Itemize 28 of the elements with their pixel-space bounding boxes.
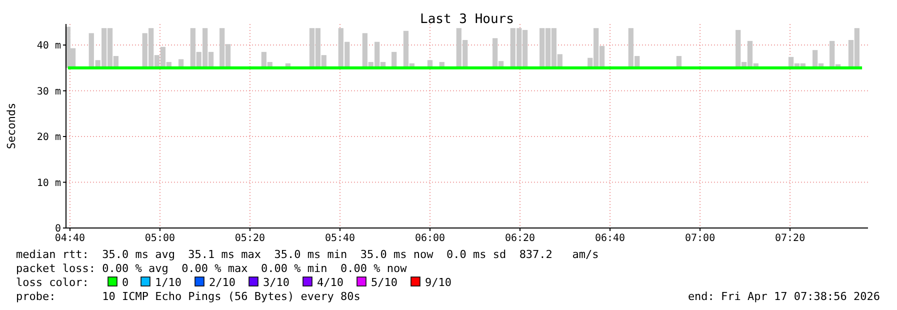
y-tick-label: 30 m bbox=[36, 86, 61, 98]
chart-title: Last 3 Hours bbox=[420, 12, 514, 27]
text: probe: 10 ICMP Echo Pings (56 Bytes) every 80s bbox=[16, 290, 360, 303]
x-tick-label: 06:00 bbox=[414, 233, 446, 244]
y-tick-label: 0 bbox=[54, 224, 61, 234]
legend-label: 4/10 bbox=[317, 276, 344, 289]
legend-title: loss color: bbox=[16, 276, 89, 289]
legend-label: 1/10 bbox=[155, 276, 182, 289]
legend-label: 2/10 bbox=[209, 276, 236, 289]
x-tick-label: 06:20 bbox=[504, 233, 536, 244]
x-tick-label: 07:00 bbox=[684, 233, 716, 244]
y-axis-title: Seconds bbox=[5, 102, 18, 150]
y-tick-label: 20 m bbox=[36, 132, 61, 144]
x-tick-label: 05:20 bbox=[234, 233, 266, 244]
x-tick-label: 05:40 bbox=[324, 233, 356, 244]
x-tick-label: 07:20 bbox=[774, 233, 806, 244]
text: packet loss: 0.00 % avg 0.00 % max 0.00 % min 0.00 % now bbox=[16, 262, 408, 275]
legend-label: 0 bbox=[122, 276, 129, 289]
legend-label: 3/10 bbox=[263, 276, 290, 289]
legend-label: 9/10 bbox=[425, 276, 452, 289]
x-tick-label: 04:40 bbox=[54, 233, 86, 244]
text: end: Fri Apr 17 07:38:56 2026 bbox=[688, 290, 880, 303]
y-tick-label: 10 m bbox=[36, 178, 61, 189]
text: median rtt: 35.0 ms avg 35.1 ms max 35.0 ms min 35.0 ms now 0.0 ms sd 837.2 am/s bbox=[16, 248, 599, 261]
legend-label: 5/10 bbox=[371, 276, 398, 289]
x-tick-label: 06:40 bbox=[594, 233, 626, 244]
y-tick-label: 40 m bbox=[36, 40, 61, 52]
x-tick-label: 05:00 bbox=[144, 233, 176, 244]
